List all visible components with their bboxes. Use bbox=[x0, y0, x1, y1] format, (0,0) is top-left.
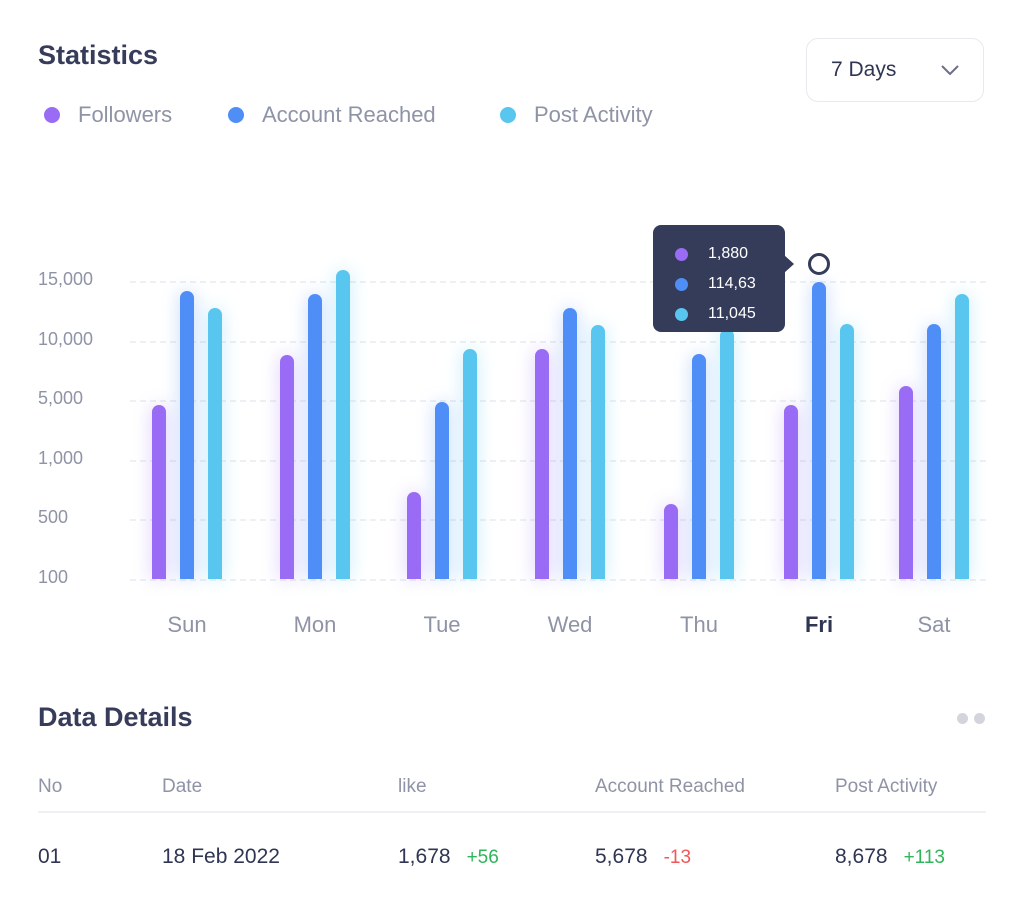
cell-account-reached: 5,678 bbox=[595, 845, 648, 868]
gridline bbox=[130, 281, 986, 283]
legend-label: Account Reached bbox=[262, 102, 436, 127]
x-tick-label: Fri bbox=[804, 612, 834, 637]
post-activity-bar[interactable] bbox=[720, 328, 734, 579]
followers-dot-icon bbox=[675, 247, 688, 261]
legend-label: Followers bbox=[78, 102, 173, 127]
account-reached-dot-icon bbox=[675, 277, 688, 291]
legend-label: Post Activity bbox=[534, 102, 653, 127]
post-activity-bar[interactable] bbox=[955, 294, 969, 579]
like-change: +56 bbox=[466, 847, 499, 868]
y-tick-label: 1,000 bbox=[38, 447, 84, 468]
more-options-icon[interactable] bbox=[957, 713, 985, 724]
account-reached-bar[interactable] bbox=[927, 323, 941, 579]
x-tick-label: Tue bbox=[423, 612, 461, 637]
legend-followers: Followers bbox=[44, 102, 172, 128]
post-activity-bar[interactable] bbox=[840, 323, 854, 579]
y-tick-label: 500 bbox=[38, 507, 69, 528]
followers-dot-icon bbox=[44, 107, 60, 123]
column-header-like: like bbox=[398, 776, 427, 797]
gridline bbox=[130, 400, 986, 403]
hover-marker bbox=[808, 253, 830, 275]
column-header-date: Date bbox=[162, 776, 203, 797]
post-activity-bar[interactable] bbox=[336, 270, 350, 579]
column-header-post-activity: Post Activity bbox=[835, 776, 938, 797]
x-tick-label: Wed bbox=[547, 612, 593, 637]
account-reached-dot-icon bbox=[228, 107, 244, 123]
followers-bar[interactable] bbox=[899, 385, 913, 579]
post-activity-dot-icon bbox=[500, 107, 516, 123]
account-reached-bar[interactable] bbox=[692, 353, 706, 579]
account-reached-bar[interactable] bbox=[308, 294, 322, 579]
tooltip-account-reached: 114,63 bbox=[708, 275, 756, 292]
account-reached-bar[interactable] bbox=[435, 401, 449, 579]
table-divider bbox=[38, 811, 986, 813]
gridline bbox=[130, 579, 986, 581]
x-tick-label: Sat bbox=[917, 612, 951, 637]
y-tick-label: 15,000 bbox=[38, 269, 94, 289]
tooltip-post-activity: 11,045 bbox=[708, 305, 756, 322]
post-activity-bar[interactable] bbox=[463, 348, 477, 579]
cell-post-activity: 8,678 bbox=[835, 845, 888, 868]
cell-no: 01 bbox=[38, 845, 62, 868]
followers-bar[interactable] bbox=[407, 491, 421, 579]
column-header-no: No bbox=[38, 776, 63, 797]
range-select-value: 7 Days bbox=[831, 58, 897, 81]
gridline bbox=[130, 340, 986, 343]
y-tick-label: 10,000 bbox=[38, 328, 94, 349]
gridline bbox=[130, 519, 986, 522]
reached-change: -13 bbox=[663, 847, 692, 868]
account-reached-bar[interactable] bbox=[812, 282, 826, 579]
legend-account-reached: Account Reached bbox=[228, 102, 436, 128]
y-tick-label: 5,000 bbox=[38, 388, 84, 409]
x-tick-label: Mon bbox=[293, 612, 337, 637]
activity-change: +113 bbox=[903, 847, 945, 868]
followers-bar[interactable] bbox=[280, 354, 294, 579]
chart-tooltip: 1,880 114,63 11,045 bbox=[653, 225, 794, 332]
post-activity-bar[interactable] bbox=[591, 325, 605, 579]
post-activity-dot-icon bbox=[675, 307, 688, 321]
range-select[interactable]: 7 Days bbox=[806, 38, 984, 102]
account-reached-bar[interactable] bbox=[180, 290, 194, 579]
chevron-down-icon bbox=[941, 65, 959, 75]
column-header-account-reached: Account Reached bbox=[595, 776, 745, 797]
gridline bbox=[130, 459, 986, 462]
followers-bar[interactable] bbox=[784, 404, 798, 579]
y-tick-label: 100 bbox=[38, 567, 69, 587]
page-title: Statistics bbox=[38, 40, 159, 70]
followers-bar[interactable] bbox=[535, 348, 549, 579]
cell-date: 18 Feb 2022 bbox=[162, 845, 280, 868]
legend-post-activity: Post Activity bbox=[500, 102, 653, 128]
cell-like: 1,678 bbox=[398, 845, 451, 868]
followers-bar[interactable] bbox=[152, 404, 166, 579]
post-activity-bar[interactable] bbox=[208, 308, 222, 579]
data-details-title: Data Details bbox=[38, 702, 193, 732]
followers-bar[interactable] bbox=[664, 503, 678, 579]
x-tick-label: Thu bbox=[680, 612, 718, 637]
x-tick-label: Sun bbox=[167, 612, 207, 637]
account-reached-bar[interactable] bbox=[563, 308, 577, 579]
tooltip-followers: 1,880 bbox=[708, 245, 749, 262]
